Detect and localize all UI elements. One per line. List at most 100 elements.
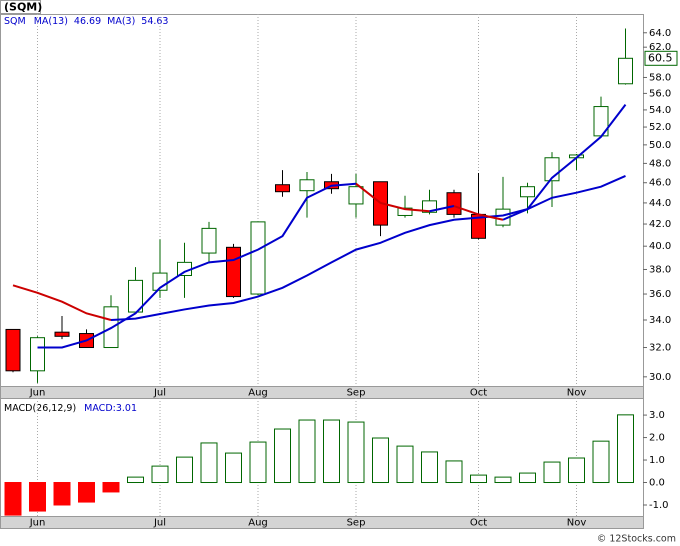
last-price-box: [644, 50, 678, 66]
ma-line: [37, 182, 357, 349]
bar: [617, 414, 634, 484]
candle-body: [275, 184, 290, 193]
x-tick-label: Jul: [153, 388, 166, 399]
y-tick-label: 36.0: [649, 289, 671, 300]
bar: [543, 461, 561, 484]
bar: [298, 419, 316, 484]
x-tick-label: Oct: [470, 518, 487, 529]
x-tick-label: Oct: [470, 388, 487, 399]
y-tick-label: 3.0: [649, 410, 665, 421]
x-tick-label: Nov: [567, 518, 587, 529]
candle-body: [299, 179, 315, 192]
y-tick-label: 0.0: [649, 478, 665, 489]
y-tick-label: 56.0: [649, 88, 671, 99]
x-tick-label: Aug: [248, 518, 268, 529]
candle-body: [201, 227, 217, 254]
ma-line: [429, 205, 455, 213]
bar: [225, 452, 242, 484]
y-tick-label: -1.0: [649, 500, 669, 511]
legend-name: MACD:: [84, 403, 116, 414]
y-tick-label: 32.0: [649, 343, 671, 354]
bar: [4, 482, 22, 516]
x-tick-label: Jun: [29, 388, 46, 399]
bar: [127, 476, 144, 484]
legend-symbol: SQM: [4, 16, 26, 27]
month-band: [0, 386, 644, 399]
y-tick-label: 44.0: [649, 198, 671, 209]
y-tick-label: 50.0: [649, 140, 671, 151]
y-tick-label: 48.0: [649, 158, 671, 169]
y-tick-label: 2.0: [649, 433, 665, 444]
bar: [176, 456, 193, 484]
x-tick-label: Jul: [153, 518, 166, 529]
candle-body: [397, 207, 413, 216]
ma-line: [453, 205, 504, 221]
bar: [78, 482, 95, 503]
legend: MACD(26,12,9) MACD:3.01: [4, 403, 137, 414]
x-tick-label: Aug: [248, 388, 268, 399]
footer: © 12Stocks.com: [597, 534, 676, 545]
y-tick-label: 52.0: [649, 122, 671, 133]
chart-title: (SQM): [4, 1, 42, 14]
y-tick-label: 62.0: [649, 42, 671, 53]
y-tick-label: 40.0: [649, 241, 671, 252]
bar: [421, 451, 438, 484]
bar: [592, 440, 610, 484]
ma-line: [110, 175, 626, 321]
candle-body: [5, 328, 21, 372]
candle-body: [30, 337, 45, 372]
candle-body: [446, 192, 462, 215]
y-tick-label: 34.0: [649, 315, 671, 326]
bar: [470, 474, 487, 484]
bar: [323, 419, 340, 484]
bar: [53, 482, 71, 506]
ma-line: [12, 284, 112, 321]
bar: [372, 437, 389, 484]
bar: [568, 457, 585, 484]
legend-name: MACD(26,12,9): [4, 403, 76, 414]
candle-body: [250, 221, 266, 295]
bar: [494, 476, 512, 484]
x-tick-label: Sep: [347, 518, 366, 529]
x-tick-label: Nov: [567, 388, 587, 399]
legend-value: 3.01: [116, 403, 137, 414]
y-tick-label: 46.0: [649, 178, 671, 189]
bar: [396, 445, 414, 484]
candle-body: [520, 186, 535, 198]
y-tick-label: 64.0: [649, 28, 671, 39]
legend-name: MA(13): [34, 16, 68, 27]
ma-line: [355, 182, 430, 213]
bar: [102, 482, 120, 493]
bar: [200, 442, 218, 484]
legend-value: 54.63: [141, 16, 168, 27]
y-tick-label: 58.0: [649, 72, 671, 83]
x-tick-label: Jun: [29, 518, 46, 529]
legend: SQM MA(13) 46.69 MA(3) 54.63: [4, 16, 168, 27]
macd-panel: [0, 398, 644, 517]
bar: [347, 421, 365, 484]
candle-body: [618, 57, 633, 85]
bar: [29, 482, 46, 512]
candle-body: [226, 246, 241, 298]
last-price-label: 60.5: [648, 51, 673, 64]
candle-body: [54, 331, 70, 337]
x-tick-label: Sep: [347, 388, 366, 399]
y-tick-label: 42.0: [649, 219, 671, 230]
legend-name: MA(3): [107, 16, 135, 27]
y-tick-label: 1.0: [649, 455, 665, 466]
ma-line: [502, 104, 627, 221]
y-tick-label: 54.0: [649, 105, 671, 116]
bar: [445, 460, 463, 484]
y-tick-label: 30.0: [649, 372, 671, 383]
bar: [151, 465, 169, 484]
y-tick-label: 38.0: [649, 264, 671, 275]
bar: [519, 472, 536, 484]
month-band: [0, 516, 644, 529]
bar: [274, 428, 291, 484]
legend-value: 46.69: [74, 16, 101, 27]
candle-body: [422, 200, 437, 213]
bar: [249, 441, 267, 484]
candle-body: [348, 186, 364, 205]
title-box: [0, 0, 41, 14]
